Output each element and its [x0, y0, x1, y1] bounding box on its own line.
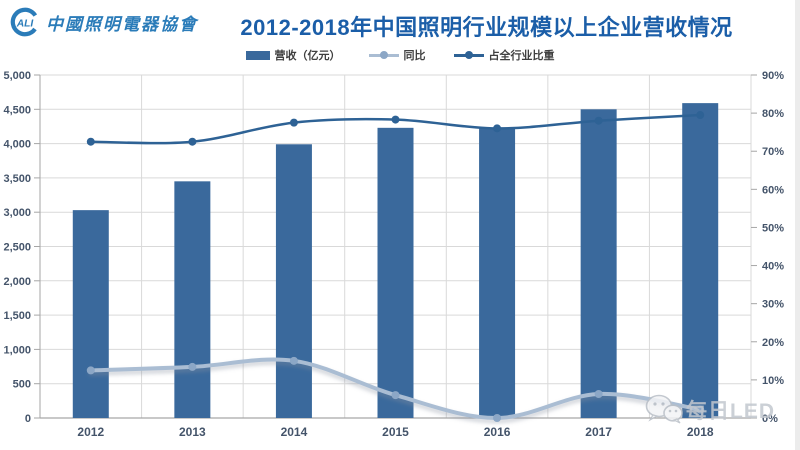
category-label: 2017: [585, 425, 612, 439]
left-axis-label: 3,000: [3, 207, 31, 219]
category-label: 2013: [179, 425, 206, 439]
right-axis-label: 20%: [762, 337, 784, 349]
cali-logo-icon: ALI: [10, 7, 40, 37]
left-axis-label: 1,500: [3, 310, 31, 322]
left-axis-label: 500: [13, 379, 31, 391]
category-label: 2016: [484, 425, 511, 439]
legend-line-swatch-yoy: [368, 50, 399, 60]
bar-2018: [682, 103, 719, 418]
left-axis-label: 1,000: [3, 344, 31, 356]
marker-占全行业比重-2014: [289, 118, 298, 127]
left-axis-label: 0: [25, 413, 31, 425]
right-axis-label: 60%: [762, 184, 784, 196]
marker-同比-2012: [86, 366, 95, 375]
bar-2012: [72, 210, 109, 418]
page-title: 2012-2018年中国照明行业规模以上企业营收情况: [240, 15, 733, 40]
marker-占全行业比重-2012: [86, 137, 95, 146]
bar-2017: [580, 109, 617, 419]
bar-2014: [275, 144, 312, 418]
bar-2016: [479, 127, 516, 419]
marker-同比-2018: [696, 405, 705, 414]
left-axis-label: 2,000: [3, 276, 31, 288]
marker-占全行业比重-2018: [696, 111, 705, 120]
marker-同比-2014: [289, 356, 298, 365]
right-axis-label: 10%: [762, 375, 784, 387]
left-axis-label: 4,000: [3, 139, 31, 151]
category-label: 2014: [281, 425, 308, 439]
logo: ALI 中國照明電器協會: [10, 7, 198, 37]
marker-占全行业比重-2017: [594, 116, 603, 125]
marker-同比-2015: [391, 391, 400, 400]
bar-2013: [174, 181, 211, 418]
right-axis-label: 90%: [762, 70, 784, 82]
legend-label-share: 占全行业比重: [488, 50, 555, 62]
legend-item-yoy: 同比: [368, 47, 426, 63]
marker-同比-2013: [188, 362, 197, 371]
left-axis-label: 4,500: [3, 104, 31, 116]
left-axis-label: 5,000: [3, 70, 31, 82]
legend-item-revenue: 营收（亿元）: [245, 47, 341, 63]
marker-同比-2016: [493, 414, 502, 422]
right-axis-label: 50%: [762, 222, 784, 234]
marker-占全行业比重-2015: [391, 115, 400, 124]
right-edge-strip: [795, 0, 800, 450]
bar-2015: [377, 127, 414, 419]
right-axis-label: 70%: [762, 146, 784, 158]
legend-line-swatch-share: [453, 50, 484, 60]
category-label: 2018: [687, 425, 714, 439]
left-axis-label: 2,500: [3, 242, 31, 254]
legend-item-share: 占全行业比重: [453, 47, 555, 63]
category-label: 2012: [77, 425, 104, 439]
logo-letters: ALI: [16, 19, 35, 30]
legend-bar-swatch: [245, 50, 270, 60]
right-axis-label: 40%: [762, 261, 784, 273]
legend-label-yoy: 同比: [403, 50, 426, 62]
marker-占全行业比重-2016: [493, 124, 502, 133]
category-label: 2015: [382, 425, 409, 439]
legend-label-revenue: 营收（亿元）: [274, 50, 341, 62]
right-axis-label: 30%: [762, 299, 784, 311]
left-axis-label: 3,500: [3, 173, 31, 185]
logo-org-name: 中國照明電器協會: [46, 14, 198, 34]
marker-同比-2017: [594, 389, 603, 398]
right-axis-label: 0%: [762, 413, 778, 425]
marker-占全行业比重-2013: [188, 137, 197, 146]
right-axis-label: 80%: [762, 108, 784, 120]
chart-legend: 营收（亿元） 同比 占全行业比重: [0, 47, 800, 63]
